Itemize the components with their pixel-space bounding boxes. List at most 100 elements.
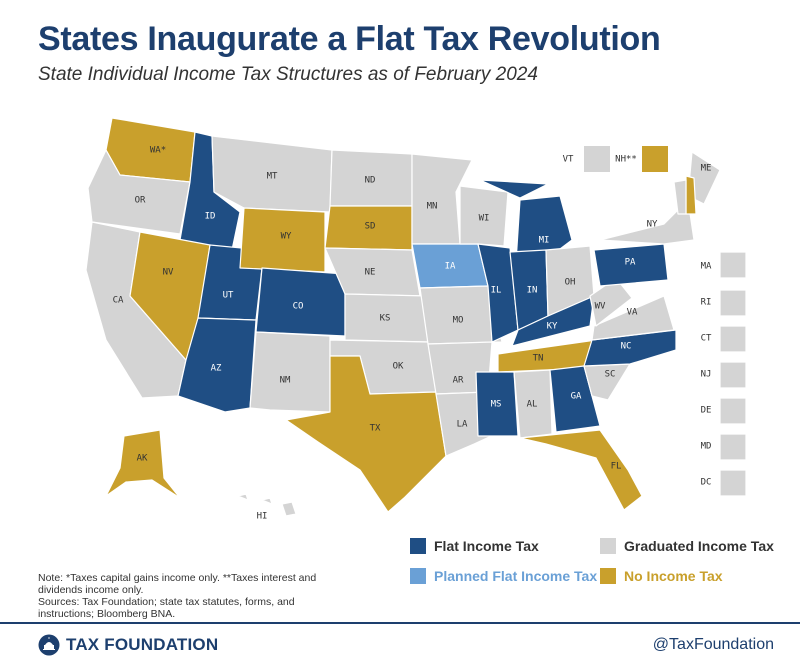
state-label-ok: OK	[393, 362, 404, 372]
state-mn[interactable]	[411, 153, 473, 245]
page-subtitle: State Individual Income Tax Structures a…	[38, 64, 538, 85]
legend-swatch-planned	[410, 568, 426, 584]
state-label-ks: KS	[380, 314, 391, 324]
legend-swatch-graduated	[600, 538, 616, 554]
state-label-nc: NC	[621, 342, 632, 352]
state-az[interactable]	[177, 317, 257, 413]
state-label-nh: NH**	[615, 155, 637, 165]
logo-text: TAX FOUNDATION	[66, 635, 219, 654]
state-shapes	[85, 117, 747, 517]
state-label-ar: AR	[453, 376, 464, 386]
state-fl[interactable]	[519, 429, 643, 511]
state-label-id: ID	[205, 212, 216, 222]
twitter-handle[interactable]: @TaxFoundation	[652, 636, 774, 653]
state-label-nd: ND	[365, 176, 376, 186]
state-label-wv: WV	[595, 302, 606, 312]
legend-swatch-none	[600, 568, 616, 584]
state-md[interactable]	[719, 433, 747, 461]
state-nj[interactable]	[719, 361, 747, 389]
state-label-sd: SD	[365, 222, 376, 232]
state-label-ca: CA	[113, 296, 124, 306]
state-label-az: AZ	[211, 364, 222, 374]
state-label-tn: TN	[533, 354, 544, 364]
state-label-ny: NY	[647, 220, 658, 230]
state-label-vt: VT	[563, 155, 574, 165]
state-hi[interactable]	[237, 493, 297, 517]
state-label-md: MD	[701, 442, 712, 452]
state-ma[interactable]	[719, 251, 747, 279]
state-label-ia: IA	[445, 262, 456, 272]
state-label-va: VA	[627, 308, 638, 318]
state-va[interactable]	[591, 295, 675, 341]
state-label-ct: CT	[701, 334, 712, 344]
state-label-fl: FL	[611, 462, 622, 472]
legend-item-none: No Income Tax	[600, 568, 723, 584]
legend: Flat Income Tax Graduated Income Tax Pla…	[410, 538, 790, 594]
state-label-ky: KY	[547, 322, 558, 332]
state-label-mo: MO	[453, 316, 464, 326]
state-al[interactable]	[513, 369, 553, 439]
state-label-in: IN	[527, 286, 538, 296]
state-il[interactable]	[477, 243, 519, 343]
legend-label-graduated: Graduated Income Tax	[624, 538, 774, 554]
legend-label-planned: Planned Flat Income Tax	[434, 568, 598, 584]
legend-label-flat: Flat Income Tax	[434, 538, 539, 554]
tax-foundation-logo[interactable]: TAX FOUNDATION	[38, 634, 218, 656]
state-label-de: DE	[701, 406, 712, 416]
state-label-pa: PA	[625, 258, 636, 268]
state-label-nm: NM	[280, 376, 291, 386]
state-label-me: ME	[701, 164, 712, 174]
state-label-wi: WI	[479, 214, 490, 224]
state-ny[interactable]	[599, 199, 695, 245]
state-label-or: OR	[135, 196, 146, 206]
state-label-oh: OH	[565, 278, 576, 288]
state-mo[interactable]	[419, 285, 503, 345]
state-ga[interactable]	[549, 365, 601, 433]
state-label-ri: RI	[701, 298, 712, 308]
state-swatch-nh[interactable]	[642, 146, 668, 172]
state-label-al: AL	[527, 400, 538, 410]
state-tx[interactable]	[285, 355, 447, 513]
legend-item-planned: Planned Flat Income Tax	[410, 568, 597, 584]
state-pa[interactable]	[593, 243, 669, 287]
state-swatch-vt[interactable]	[584, 146, 610, 172]
state-label-il: IL	[491, 286, 502, 296]
state-label-mi: MI	[539, 236, 550, 246]
note-text: Note: *Taxes capital gains income only. …	[38, 572, 317, 596]
state-label-ga: GA	[571, 392, 582, 402]
state-ct[interactable]	[719, 325, 747, 353]
state-label-ms: MS	[491, 400, 502, 410]
state-label-la: LA	[457, 420, 468, 430]
page-title: States Inaugurate a Flat Tax Revolution	[38, 20, 661, 58]
state-nm[interactable]	[249, 331, 331, 413]
state-label-co: CO	[293, 302, 304, 312]
state-vt[interactable]	[673, 179, 687, 215]
capitol-dome-icon	[38, 634, 60, 656]
source-note: Note: *Taxes capital gains income only. …	[38, 572, 338, 620]
legend-item-graduated: Graduated Income Tax	[600, 538, 774, 554]
state-label-mn: MN	[427, 202, 438, 212]
state-or[interactable]	[87, 149, 191, 235]
state-label-nv: NV	[163, 268, 174, 278]
state-label-ak: AK	[137, 454, 148, 464]
legend-item-flat: Flat Income Tax	[410, 538, 539, 554]
state-ky[interactable]	[511, 295, 595, 347]
state-nh[interactable]	[685, 175, 697, 215]
state-ri[interactable]	[719, 289, 747, 317]
footer: TAX FOUNDATION @TaxFoundation	[0, 622, 800, 668]
state-dc[interactable]	[719, 469, 747, 497]
state-ak[interactable]	[105, 429, 181, 499]
state-label-dc: DC	[701, 478, 712, 488]
state-label-wy: WY	[281, 232, 292, 242]
legend-swatch-flat	[410, 538, 426, 554]
state-label-tx: TX	[370, 424, 381, 434]
state-labels: WA* OR CA ID NV UT AZ MT WY CO NM ND SD NE KS OK TX MN IA M…	[113, 146, 712, 522]
state-ms[interactable]	[475, 371, 519, 437]
state-label-ut: UT	[223, 291, 234, 301]
sources-text: Sources: Tax Foundation; state tax statu…	[38, 596, 295, 620]
state-de[interactable]	[719, 397, 747, 425]
state-wi[interactable]	[459, 185, 509, 247]
legend-label-none: No Income Tax	[624, 568, 723, 584]
state-label-ne: NE	[365, 268, 376, 278]
